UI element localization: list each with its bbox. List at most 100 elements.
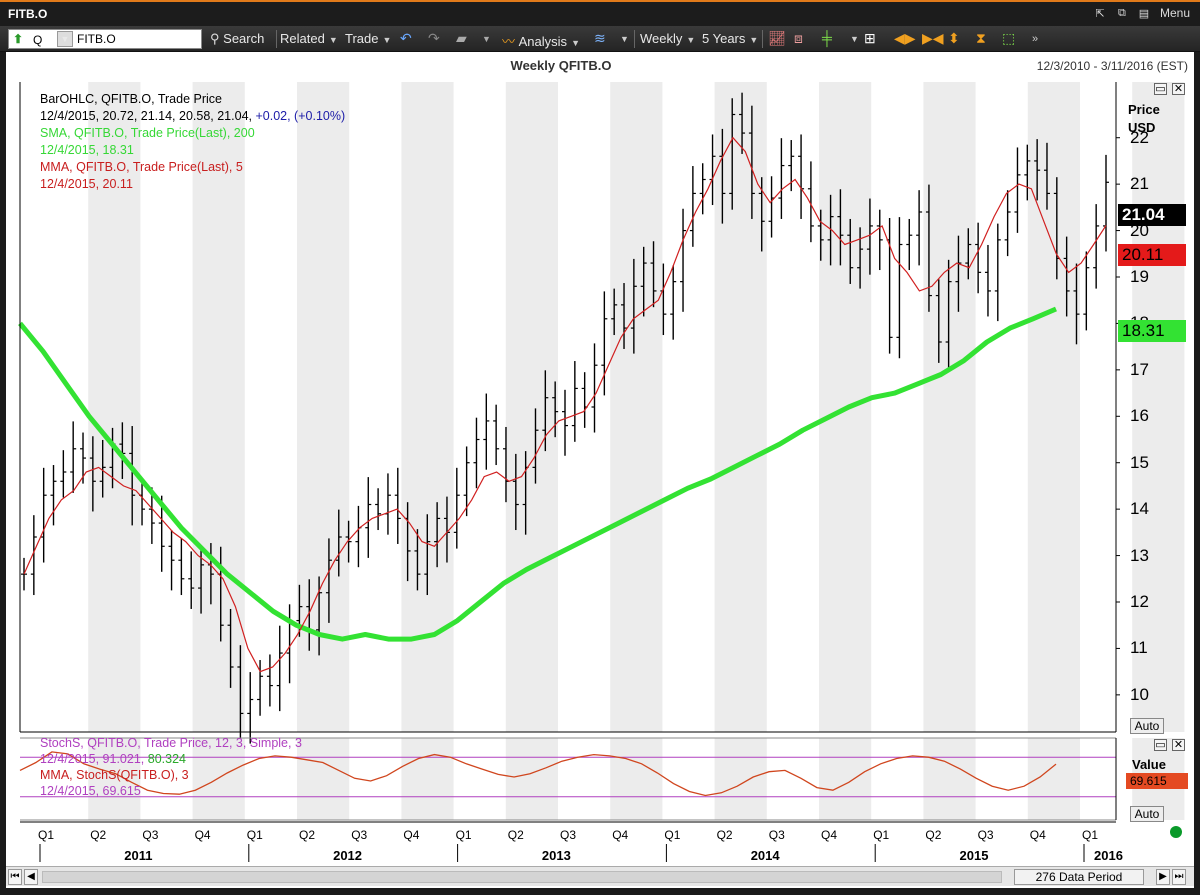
ohlc-bar xyxy=(552,381,559,438)
x-quarter-label: Q1 xyxy=(246,828,263,842)
ohlc-bar xyxy=(591,343,598,433)
ohlc-bar xyxy=(1093,204,1100,289)
quarter-band xyxy=(1132,82,1185,732)
x-quarter-label: Q4 xyxy=(403,828,420,842)
ohlc-bar xyxy=(650,241,657,308)
menu-icon[interactable]: ▤ xyxy=(1138,7,1150,20)
sma-200-line xyxy=(18,306,1057,642)
ohlc-bar xyxy=(965,228,972,280)
price-auto-button[interactable]: Auto xyxy=(1130,718,1164,734)
x-quarter-label: Q1 xyxy=(664,828,681,842)
scroll-up-down-icon[interactable]: ⬍ xyxy=(948,30,960,46)
ohlc-bar xyxy=(375,488,382,531)
quarter-band xyxy=(819,738,872,820)
legend-sma-value: 12/4/2015, 18.31 xyxy=(40,143,134,157)
ohlc-bar xyxy=(345,520,352,563)
more-icon[interactable]: » xyxy=(1032,33,1039,45)
interval-select[interactable]: Weekly ▼ xyxy=(640,31,695,46)
redo-icon[interactable]: ↷ xyxy=(428,30,440,46)
x-quarter-label: Q2 xyxy=(299,828,316,842)
mma-5-line xyxy=(23,136,1107,673)
scroll-end-icon[interactable]: ⏭ xyxy=(1172,869,1186,885)
y-tick-label: 16 xyxy=(1130,406,1149,426)
pin-icon[interactable]: ⇱ xyxy=(1095,7,1105,20)
compress-vertical-icon[interactable]: ⧗ xyxy=(976,30,986,46)
ohlc-bar xyxy=(237,645,244,739)
legend-stoch-row: 12/4/2015, 91.021, 80.324 xyxy=(40,752,186,766)
ohlc-bar xyxy=(335,509,342,577)
link-icon[interactable]: ⧉ xyxy=(1118,6,1126,19)
ohlc-bar xyxy=(158,495,165,572)
separator xyxy=(762,30,763,48)
trade-menu[interactable]: Trade ▼ xyxy=(345,31,391,46)
menu-button[interactable]: Menu xyxy=(1159,6,1190,20)
quarter-band xyxy=(610,82,663,732)
ohlc-bar xyxy=(896,217,903,359)
scroll-right-icon[interactable]: ▶ xyxy=(1156,869,1170,885)
close-stoch-icon[interactable]: ✕ xyxy=(1172,739,1185,751)
x-quarter-label: Q3 xyxy=(977,828,994,842)
close-panel-icon[interactable]: ✕ xyxy=(1172,83,1185,95)
currency-label: USD xyxy=(1128,120,1156,135)
minimize-panel-icon[interactable]: ▭ xyxy=(1154,83,1167,95)
search-icon: ⚲ xyxy=(210,31,220,46)
source-selector[interactable]: Q xyxy=(33,33,43,47)
legend-mma-name: MMA, QFITB.O, Trade Price(Last), 5 xyxy=(40,160,243,174)
quarter-band xyxy=(1027,82,1080,732)
quarter-band xyxy=(88,738,141,820)
scroll-left-icon[interactable]: ◀ xyxy=(24,869,38,885)
chevron-down-icon: ▼ xyxy=(571,38,580,48)
ohlc-bar xyxy=(581,372,588,428)
studies-icon[interactable]: ≋ xyxy=(594,30,606,46)
ohlc-bar xyxy=(945,259,952,368)
line-chart-icon[interactable]: 📈︎ xyxy=(768,30,786,46)
analysis-menu[interactable]: 〰 Analysis ▼ xyxy=(502,31,580,50)
ohlc-bar xyxy=(70,421,77,493)
ohlc-bar xyxy=(670,265,677,340)
range-select[interactable]: 5 Years ▼ xyxy=(702,31,758,46)
stoch-auto-button[interactable]: Auto xyxy=(1130,806,1164,822)
ohlc-bar xyxy=(866,198,873,275)
search-button[interactable]: ⚲ Search xyxy=(210,31,264,47)
ohlc-bar xyxy=(680,208,687,312)
ohlc-bar xyxy=(276,625,283,712)
separator xyxy=(276,30,277,48)
y-tick-label: 22 xyxy=(1130,127,1149,147)
ohlc-bar xyxy=(916,190,923,266)
chevron-down-icon[interactable]: ▼ xyxy=(850,34,859,44)
ohlc-bar xyxy=(1103,154,1109,252)
zoom-box-icon[interactable]: ⊞ xyxy=(864,30,876,46)
undo-icon[interactable]: ↶ xyxy=(400,30,412,46)
scroll-start-icon[interactable]: ⏮ xyxy=(8,869,22,885)
select-icon[interactable]: ⬚ xyxy=(1002,30,1016,46)
scroll-left-right-icon[interactable]: ◀▶ xyxy=(894,30,916,46)
chevron-down-icon[interactable]: ▼ xyxy=(620,34,629,44)
folder-icon[interactable]: ▰ xyxy=(456,30,467,46)
ohlc-bar xyxy=(798,134,805,219)
data-period-select[interactable]: 276 Data Period xyxy=(1014,869,1144,885)
ohlc-bar xyxy=(994,223,1001,322)
legend-bar-row: 12/4/2015, 20.72, 21.14, 20.58, 21.04, +… xyxy=(40,109,345,123)
scroll-track[interactable] xyxy=(42,871,1002,883)
crosshair-icon[interactable]: ╪ xyxy=(822,30,832,46)
ohlc-bar xyxy=(247,672,254,744)
ohlc-bar xyxy=(50,465,57,526)
chart-canvas[interactable] xyxy=(6,52,1194,888)
chevron-down-icon[interactable]: ▼ xyxy=(482,34,491,44)
ohlc-bar xyxy=(483,393,490,470)
source-dropdown[interactable]: ▼ xyxy=(57,31,73,47)
minimize-stoch-icon[interactable]: ▭ xyxy=(1154,739,1167,751)
ohlc-bar xyxy=(571,361,578,442)
ohlc-bar xyxy=(394,467,401,544)
ohlc-bar xyxy=(975,222,982,294)
ohlc-bar xyxy=(434,502,441,568)
compress-icon[interactable]: ▶◀ xyxy=(922,30,944,46)
ohlc-bar xyxy=(601,291,608,396)
related-label: Related xyxy=(280,31,325,46)
symbol-input[interactable] xyxy=(77,32,199,46)
compare-icon[interactable]: ⧈ xyxy=(794,30,803,46)
chart-title: Weekly QFITB.O xyxy=(510,58,612,73)
related-menu[interactable]: Related ▼ xyxy=(280,31,338,46)
ohlc-bar xyxy=(227,608,234,688)
x-quarter-label: Q1 xyxy=(1082,828,1099,842)
